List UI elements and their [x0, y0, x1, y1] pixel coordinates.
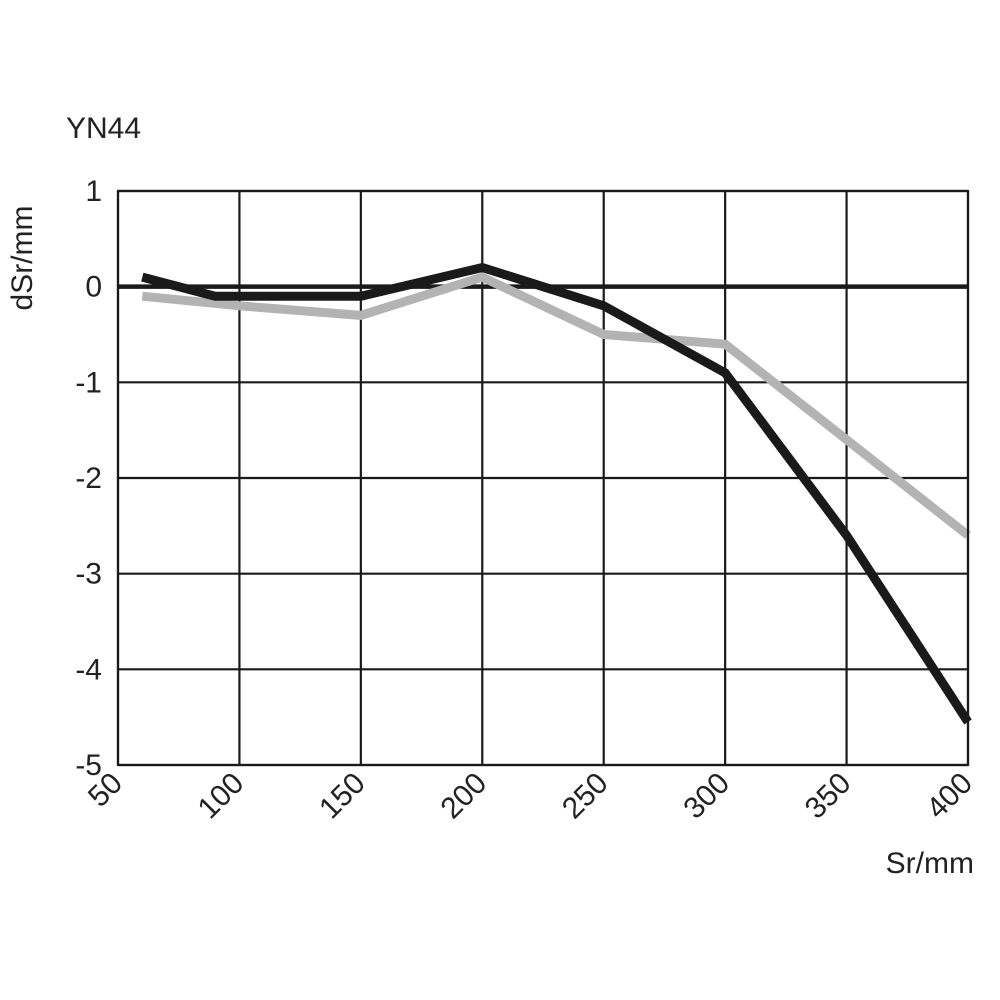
series-line-2 — [141, 272, 971, 539]
x-tick-labels: 50 100 150 200 250 300 350 400 — [82, 767, 979, 826]
series-layer — [141, 262, 972, 725]
y-axis-label: dSr/mm — [6, 206, 39, 311]
grid-lines — [116, 189, 970, 767]
y-tick-label: -1 — [75, 366, 102, 399]
chart-title: YN44 — [66, 112, 141, 145]
x-tick-label: 300 — [677, 767, 736, 826]
x-axis-label: Sr/mm — [886, 847, 974, 880]
series-line-1 — [141, 262, 972, 725]
x-tick-label: 400 — [920, 767, 979, 826]
y-tick-label: -4 — [75, 653, 102, 686]
x-tick-label: 350 — [799, 767, 858, 826]
y-tick-label: 1 — [85, 175, 102, 208]
x-tick-label: 100 — [192, 767, 251, 826]
y-tick-label: -2 — [75, 462, 102, 495]
y-tick-labels: 1 0 -1 -2 -3 -4 -5 — [75, 175, 102, 782]
x-tick-label: 250 — [556, 767, 615, 826]
y-tick-label: -3 — [75, 558, 102, 591]
x-tick-label: 150 — [313, 767, 372, 826]
y-tick-label: -5 — [75, 749, 102, 782]
plot-frame — [116, 189, 970, 767]
x-tick-label: 200 — [435, 767, 494, 826]
y-tick-label: 0 — [85, 271, 102, 304]
